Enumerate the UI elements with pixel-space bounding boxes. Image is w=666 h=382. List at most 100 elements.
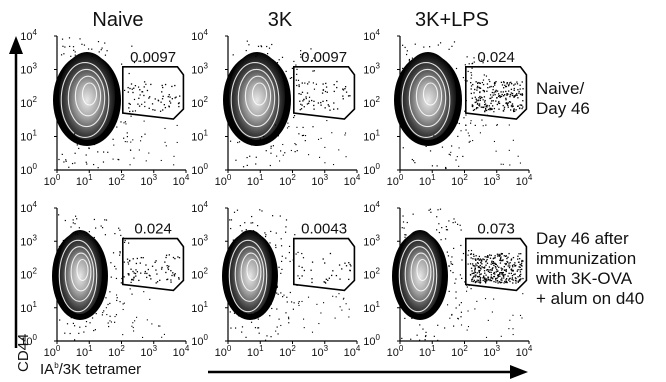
event-dot	[512, 105, 514, 107]
event-dot	[129, 260, 131, 262]
event-dot	[169, 102, 172, 104]
event-dot	[349, 95, 351, 97]
event-dot	[133, 87, 135, 89]
event-dot	[127, 273, 129, 275]
event-dot	[518, 107, 521, 109]
event-dot	[488, 105, 490, 107]
event-dot	[493, 262, 495, 264]
event-dot	[499, 273, 501, 275]
event-dot	[483, 275, 485, 277]
event-dot	[499, 254, 501, 256]
y-tick-label: 102	[363, 95, 380, 110]
x-tick-label: 103	[483, 173, 500, 188]
event-dot	[483, 270, 486, 272]
event-dot	[507, 261, 509, 263]
event-dot	[499, 275, 501, 277]
event-dot	[478, 105, 481, 107]
event-dot	[482, 276, 485, 278]
event-dot	[146, 276, 148, 279]
event-dot	[484, 280, 486, 282]
event-dot	[305, 96, 307, 98]
event-dot	[133, 272, 135, 274]
event-dot	[503, 274, 505, 276]
event-dot	[474, 270, 476, 272]
event-dot	[498, 100, 500, 103]
event-dot	[502, 259, 504, 261]
event-dot	[301, 275, 303, 277]
event-dot	[508, 263, 510, 265]
event-dot	[313, 108, 315, 110]
event-dot	[490, 263, 492, 265]
event-dot	[506, 94, 508, 96]
event-dot	[522, 277, 524, 280]
gate-percentage: 0.0043	[301, 221, 347, 238]
event-dot	[519, 258, 521, 260]
x-tick-label: 100	[215, 173, 232, 188]
event-dot	[501, 84, 504, 86]
event-dot	[492, 267, 494, 269]
event-dot	[503, 108, 505, 110]
event-dot	[133, 276, 135, 278]
event-dot	[517, 280, 519, 282]
event-dot	[322, 258, 324, 260]
event-dot	[501, 281, 503, 284]
event-dot	[482, 83, 485, 86]
event-dot	[476, 107, 478, 109]
event-dot	[475, 263, 477, 265]
event-dot	[325, 86, 328, 88]
event-dot	[508, 272, 510, 275]
event-dot	[507, 106, 509, 108]
event-dot	[303, 269, 306, 272]
event-dot	[494, 273, 496, 275]
event-dot	[348, 278, 350, 281]
event-dot	[493, 257, 495, 259]
event-dot	[498, 274, 500, 276]
event-dot	[476, 264, 478, 267]
event-dot	[178, 278, 180, 280]
event-dot	[138, 105, 141, 107]
event-dot	[504, 262, 506, 265]
x-tick-label: 102	[108, 173, 125, 188]
event-dot	[169, 96, 171, 98]
event-dot	[132, 258, 134, 260]
event-dot	[479, 87, 481, 89]
event-dot	[484, 99, 486, 102]
event-dot	[521, 268, 523, 271]
event-dot	[504, 280, 506, 283]
event-dot	[493, 92, 495, 94]
x-tick-label: 103	[311, 344, 328, 359]
event-dot	[484, 281, 487, 283]
event-dot	[484, 278, 486, 281]
event-dot	[333, 84, 335, 86]
density-plot	[394, 41, 496, 170]
event-dot	[474, 274, 476, 276]
event-dot	[488, 271, 491, 273]
event-dot	[519, 93, 522, 96]
event-dot	[480, 96, 483, 98]
event-dot	[509, 94, 512, 96]
event-dot	[298, 84, 300, 86]
event-dot	[511, 270, 513, 272]
event-dot	[503, 95, 505, 97]
event-dot	[138, 279, 140, 282]
event-dot	[481, 266, 483, 268]
event-dot	[501, 277, 503, 279]
event-dot	[133, 277, 135, 279]
x-tick-label: 101	[76, 173, 93, 188]
event-dot	[301, 104, 303, 106]
event-dot	[326, 91, 328, 93]
event-dot	[484, 282, 487, 284]
event-dot	[165, 254, 168, 256]
event-dot	[470, 257, 472, 259]
event-dot	[487, 279, 489, 281]
event-dot	[477, 81, 479, 84]
event-dot	[148, 274, 151, 277]
event-dot	[322, 83, 324, 85]
event-dot	[473, 108, 476, 111]
event-dot	[495, 267, 497, 269]
event-dot	[320, 101, 322, 104]
event-dot	[506, 281, 508, 284]
event-dot	[500, 91, 502, 93]
event-dot	[519, 88, 521, 90]
event-dot	[146, 272, 148, 275]
